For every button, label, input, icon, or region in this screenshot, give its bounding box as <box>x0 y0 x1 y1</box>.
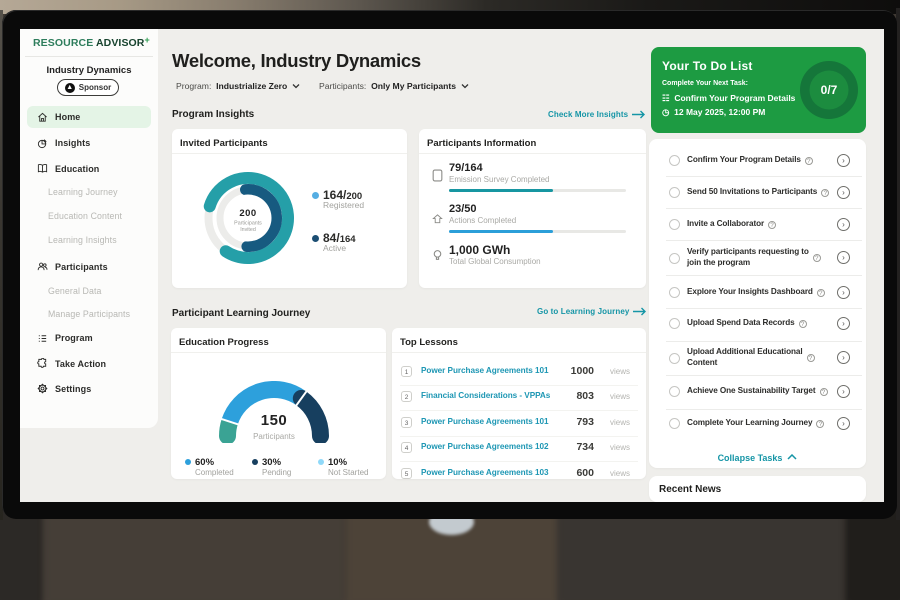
svg-text:Invited: Invited <box>240 227 256 233</box>
svg-text:0/7: 0/7 <box>821 83 838 97</box>
svg-text:200: 200 <box>239 208 256 219</box>
svg-text:Participants: Participants <box>234 221 262 227</box>
